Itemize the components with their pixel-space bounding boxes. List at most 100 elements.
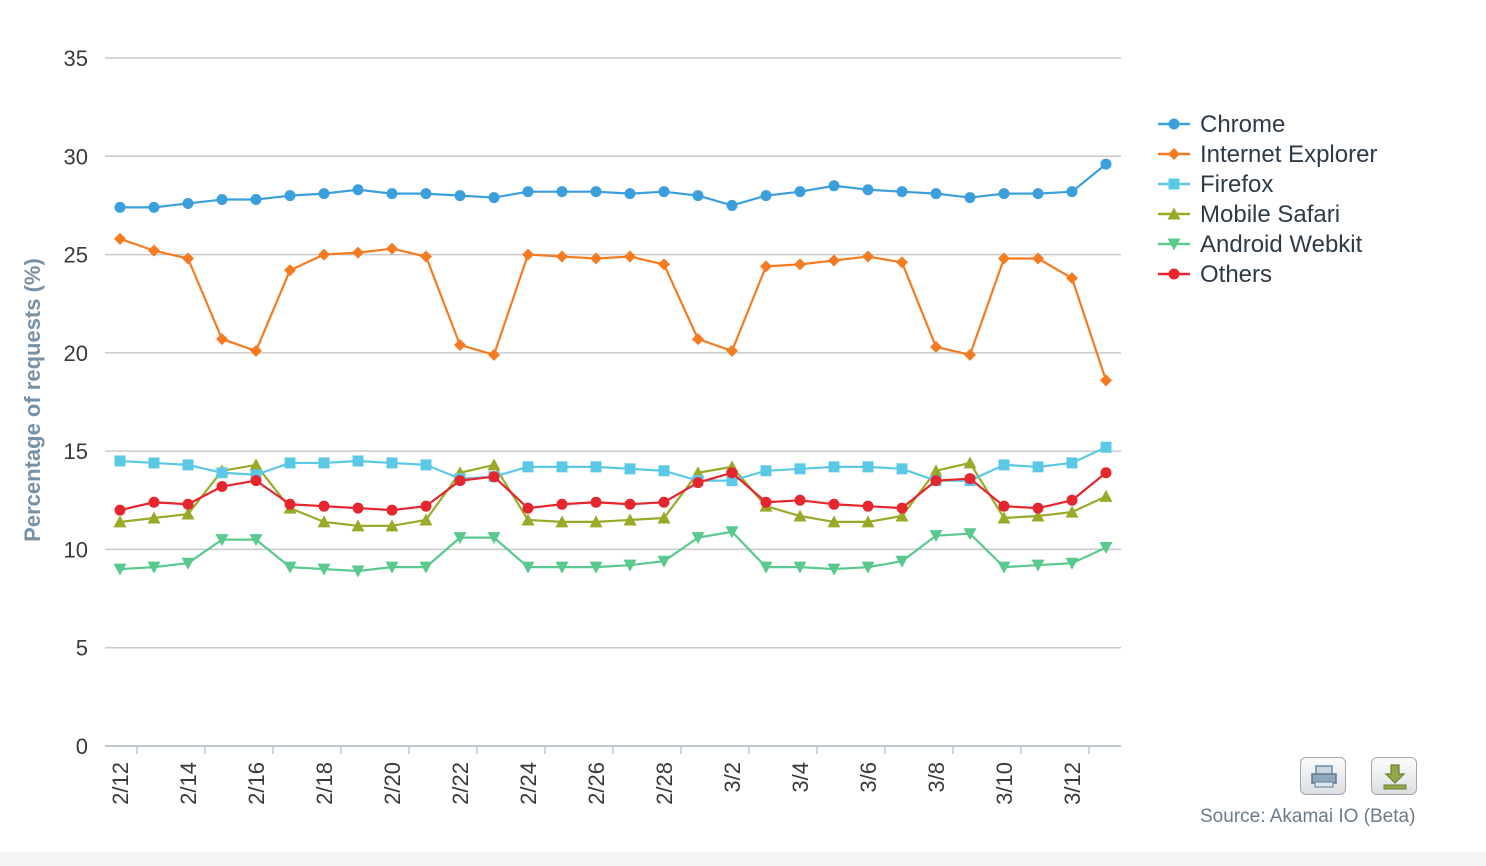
data-point[interactable] bbox=[1100, 374, 1112, 387]
data-point[interactable] bbox=[624, 250, 636, 263]
data-point[interactable] bbox=[861, 515, 875, 528]
data-point[interactable] bbox=[454, 338, 466, 351]
data-point[interactable] bbox=[1065, 505, 1079, 518]
data-point[interactable] bbox=[453, 532, 467, 545]
data-point[interactable] bbox=[487, 458, 501, 471]
data-point[interactable] bbox=[998, 188, 1010, 200]
download-button[interactable] bbox=[1371, 757, 1417, 795]
data-point[interactable] bbox=[113, 563, 127, 576]
data-point[interactable] bbox=[929, 464, 943, 477]
data-point[interactable] bbox=[249, 458, 263, 471]
data-point[interactable] bbox=[1032, 461, 1044, 473]
data-point[interactable] bbox=[963, 456, 977, 469]
data-point[interactable] bbox=[862, 461, 874, 473]
data-point[interactable] bbox=[930, 340, 942, 353]
data-point[interactable] bbox=[691, 532, 705, 545]
data-point[interactable] bbox=[930, 475, 942, 487]
data-point[interactable] bbox=[317, 563, 331, 576]
legend-marker[interactable] bbox=[1167, 207, 1181, 220]
data-point[interactable] bbox=[147, 511, 161, 524]
data-point[interactable] bbox=[793, 509, 807, 522]
data-point[interactable] bbox=[148, 244, 160, 257]
legend-item[interactable]: Mobile Safari bbox=[1158, 201, 1340, 228]
data-point[interactable] bbox=[147, 561, 161, 574]
data-point[interactable] bbox=[352, 246, 364, 259]
data-point[interactable] bbox=[997, 511, 1011, 524]
data-point[interactable] bbox=[1100, 467, 1112, 479]
data-point[interactable] bbox=[725, 526, 739, 539]
data-point[interactable] bbox=[590, 252, 602, 265]
data-point[interactable] bbox=[521, 561, 535, 574]
data-point[interactable] bbox=[862, 184, 874, 196]
data-point[interactable] bbox=[963, 528, 977, 541]
legend-item[interactable]: Firefox bbox=[1158, 171, 1273, 198]
data-point[interactable] bbox=[148, 457, 160, 469]
data-point[interactable] bbox=[454, 475, 466, 487]
data-point[interactable] bbox=[352, 184, 364, 196]
data-point[interactable] bbox=[692, 333, 704, 346]
data-point[interactable] bbox=[896, 186, 908, 198]
data-point[interactable] bbox=[1100, 158, 1112, 170]
data-point[interactable] bbox=[556, 461, 568, 473]
data-point[interactable] bbox=[386, 504, 398, 516]
data-point[interactable] bbox=[861, 561, 875, 574]
data-point[interactable] bbox=[590, 461, 602, 473]
data-point[interactable] bbox=[658, 465, 670, 477]
data-point[interactable] bbox=[998, 459, 1010, 471]
data-point[interactable] bbox=[556, 498, 568, 510]
legend-marker[interactable] bbox=[1168, 118, 1180, 130]
data-point[interactable] bbox=[726, 475, 738, 487]
data-point[interactable] bbox=[522, 248, 534, 261]
data-point[interactable] bbox=[250, 469, 262, 481]
data-point[interactable] bbox=[182, 252, 194, 265]
data-point[interactable] bbox=[284, 498, 296, 510]
data-point[interactable] bbox=[1032, 252, 1044, 265]
data-point[interactable] bbox=[318, 457, 330, 469]
data-point[interactable] bbox=[522, 186, 534, 198]
data-point[interactable] bbox=[1066, 186, 1078, 198]
data-point[interactable] bbox=[249, 534, 263, 547]
print-button[interactable] bbox=[1300, 757, 1346, 795]
data-point[interactable] bbox=[1066, 494, 1078, 506]
legend-marker[interactable] bbox=[1168, 148, 1180, 160]
data-point[interactable] bbox=[658, 258, 670, 271]
data-point[interactable] bbox=[1032, 502, 1044, 514]
data-point[interactable] bbox=[930, 188, 942, 200]
data-point[interactable] bbox=[692, 477, 704, 489]
data-point[interactable] bbox=[997, 561, 1011, 574]
data-point[interactable] bbox=[964, 473, 976, 485]
data-point[interactable] bbox=[862, 250, 874, 263]
data-point[interactable] bbox=[590, 186, 602, 198]
data-point[interactable] bbox=[114, 455, 126, 467]
data-point[interactable] bbox=[623, 559, 637, 572]
data-point[interactable] bbox=[216, 333, 228, 346]
data-point[interactable] bbox=[488, 192, 500, 204]
data-point[interactable] bbox=[419, 513, 433, 526]
data-point[interactable] bbox=[589, 515, 603, 528]
data-point[interactable] bbox=[964, 192, 976, 204]
data-point[interactable] bbox=[794, 186, 806, 198]
data-point[interactable] bbox=[420, 459, 432, 471]
data-point[interactable] bbox=[726, 467, 738, 479]
data-point[interactable] bbox=[318, 188, 330, 200]
data-point[interactable] bbox=[895, 509, 909, 522]
data-point[interactable] bbox=[623, 513, 637, 526]
data-point[interactable] bbox=[420, 500, 432, 512]
data-point[interactable] bbox=[284, 190, 296, 202]
data-point[interactable] bbox=[216, 481, 228, 493]
data-point[interactable] bbox=[998, 500, 1010, 512]
data-point[interactable] bbox=[420, 188, 432, 200]
data-point[interactable] bbox=[828, 180, 840, 192]
data-point[interactable] bbox=[1099, 489, 1113, 502]
data-point[interactable] bbox=[828, 461, 840, 473]
data-point[interactable] bbox=[114, 201, 126, 213]
data-point[interactable] bbox=[1031, 509, 1045, 522]
data-point[interactable] bbox=[556, 250, 568, 263]
data-point[interactable] bbox=[658, 496, 670, 508]
data-point[interactable] bbox=[386, 457, 398, 469]
data-point[interactable] bbox=[556, 186, 568, 198]
data-point[interactable] bbox=[1065, 557, 1079, 570]
data-point[interactable] bbox=[182, 459, 194, 471]
data-point[interactable] bbox=[352, 455, 364, 467]
data-point[interactable] bbox=[929, 530, 943, 543]
